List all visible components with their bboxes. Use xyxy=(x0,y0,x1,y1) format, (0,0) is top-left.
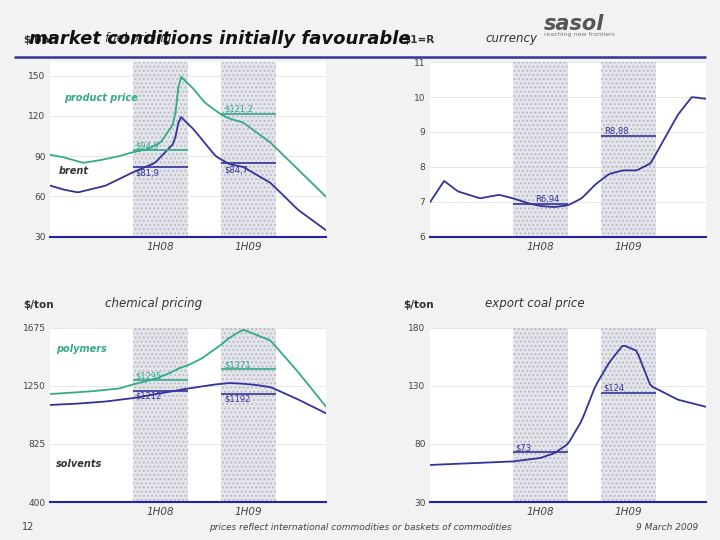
Bar xyxy=(601,328,656,502)
Bar xyxy=(601,328,656,502)
Text: $1212: $1212 xyxy=(136,392,162,401)
Bar xyxy=(221,62,276,237)
Text: $/ton: $/ton xyxy=(23,300,53,310)
Text: $1295: $1295 xyxy=(136,371,162,380)
Text: reaching new frontiers: reaching new frontiers xyxy=(544,32,615,37)
Text: export coal price: export coal price xyxy=(485,297,585,310)
Bar xyxy=(221,328,276,502)
Text: $84,7: $84,7 xyxy=(224,166,248,174)
Bar xyxy=(133,62,188,237)
Text: $121,2: $121,2 xyxy=(224,105,253,113)
Text: $1=R: $1=R xyxy=(402,35,434,45)
Text: $124: $124 xyxy=(604,383,625,393)
Text: $1192: $1192 xyxy=(224,394,251,403)
Text: polymers: polymers xyxy=(56,344,107,354)
Bar xyxy=(513,62,568,237)
Text: market conditions initially favourable: market conditions initially favourable xyxy=(29,30,410,48)
Bar xyxy=(513,328,568,502)
Text: 12: 12 xyxy=(22,522,34,532)
Text: chemical pricing: chemical pricing xyxy=(105,297,202,310)
Bar xyxy=(601,62,656,237)
Bar xyxy=(601,62,656,237)
Text: prices reflect international commodities or baskets of commodities: prices reflect international commodities… xyxy=(209,523,511,532)
Bar xyxy=(133,62,188,237)
Bar xyxy=(513,328,568,502)
Text: $94,9: $94,9 xyxy=(136,141,160,150)
Text: brent: brent xyxy=(58,166,89,176)
Text: $73: $73 xyxy=(516,444,532,453)
Bar xyxy=(221,328,276,502)
Text: fuel pricing: fuel pricing xyxy=(105,32,171,45)
Text: R6,94: R6,94 xyxy=(535,195,559,204)
Text: currency: currency xyxy=(485,32,537,45)
Text: $/bbl: $/bbl xyxy=(23,35,53,45)
Bar xyxy=(133,328,188,502)
Text: solvents: solvents xyxy=(56,460,102,469)
Text: $/ton: $/ton xyxy=(402,300,433,310)
Text: $81,9: $81,9 xyxy=(136,168,160,177)
Text: $1371: $1371 xyxy=(224,361,251,370)
Text: 9 March 2009: 9 March 2009 xyxy=(636,523,698,532)
Text: R8,88: R8,88 xyxy=(604,127,629,136)
Bar xyxy=(221,62,276,237)
Bar xyxy=(133,328,188,502)
Text: product price: product price xyxy=(64,92,138,103)
Bar xyxy=(513,62,568,237)
Text: sasol: sasol xyxy=(544,14,604,33)
